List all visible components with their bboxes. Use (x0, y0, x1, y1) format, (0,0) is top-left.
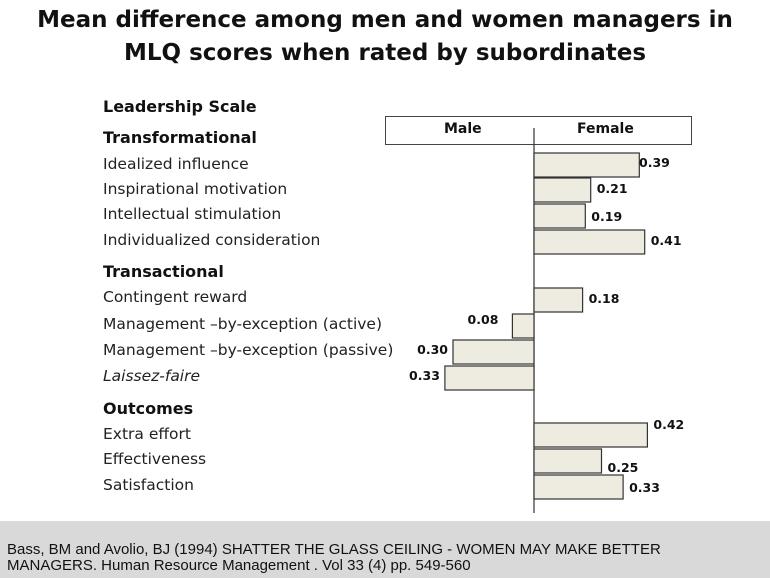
value-label-extra-effort: 0.42 (653, 417, 684, 432)
value-label-management-by-exception-active: 0.08 (468, 312, 499, 327)
header-female-label: Female (577, 121, 634, 137)
row-label-contingent-reward: Contingent reward (103, 288, 248, 306)
citation-text: Bass, BM and Avolio, BJ (1994) SHATTER T… (7, 542, 767, 574)
bar-effectiveness (533, 448, 603, 474)
group-heading-outcomes: Outcomes (103, 399, 194, 418)
value-label-contingent-reward: 0.18 (589, 291, 620, 306)
bar-satisfaction (533, 474, 624, 500)
bar-inspirational-motivation (533, 177, 592, 203)
row-label-intellectual-stimulation: Intellectual stimulation (103, 205, 282, 223)
bar-management-by-exception-passive (452, 339, 535, 365)
bar-intellectual-stimulation (533, 203, 586, 229)
citation-line-2: MANAGERS. Human Resource Management . Vo… (7, 557, 471, 574)
bar-individualized-consideration (533, 229, 646, 255)
value-label-management-by-exception-passive: 0.30 (417, 342, 448, 357)
row-label-satisfaction: Satisfaction (103, 476, 194, 494)
citation-footer (0, 521, 770, 578)
row-label-individualized-consideration: Individualized consideration (103, 231, 321, 249)
group-heading-transformational: Transformational (103, 128, 257, 147)
header-male-label: Male (444, 121, 482, 137)
bar-management-by-exception-active (511, 313, 535, 339)
row-label-laissez-faire: Laissez-faire (103, 367, 201, 385)
bar-idealized-influence (533, 152, 640, 178)
row-label-mbe-active: Management –by-exception (active) (103, 315, 382, 333)
row-label-effectiveness: Effectiveness (103, 450, 207, 468)
chart-title-line-2: MLQ scores when rated by subordinates (123, 40, 647, 66)
row-label-extra-effort: Extra effort (103, 425, 191, 443)
value-label-effectiveness: 0.25 (608, 460, 639, 475)
bar-extra-effort (533, 422, 649, 448)
value-label-idealized-influence: 0.39 (639, 155, 670, 170)
value-label-intellectual-stimulation: 0.19 (591, 209, 622, 224)
leadership-scale-heading: Leadership Scale (103, 97, 257, 116)
citation-line-1: Bass, BM and Avolio, BJ (1994) SHATTER T… (7, 541, 661, 558)
row-label-mbe-passive: Management –by-exception (passive) (103, 341, 394, 359)
chart-title-line-1: Mean difference among men and women mana… (37, 7, 733, 33)
value-label-inspirational-motivation: 0.21 (597, 181, 628, 196)
value-label-individualized-consideration: 0.41 (651, 233, 682, 248)
group-heading-transactional: Transactional (103, 262, 224, 281)
row-label-idealized-influence: Idealized influence (103, 155, 249, 173)
value-label-satisfaction: 0.33 (629, 480, 660, 495)
value-label-laissez-faire: 0.33 (409, 368, 440, 383)
bar-contingent-reward (533, 287, 584, 313)
row-label-inspirational-motivation: Inspirational motivation (103, 180, 288, 198)
bar-laissez-faire (444, 365, 535, 391)
gender-header-box (385, 116, 692, 145)
